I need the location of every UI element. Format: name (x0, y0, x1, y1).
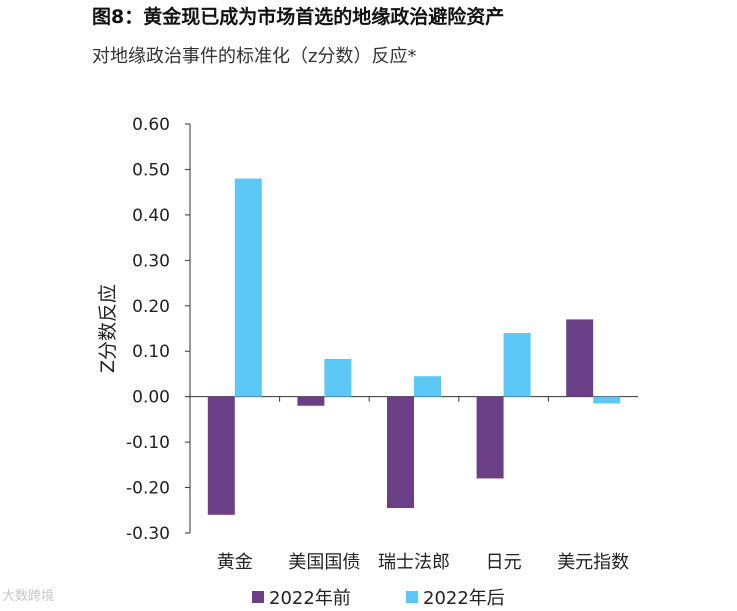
x-tick-label: 黄金 (217, 552, 253, 573)
legend-swatch-0 (252, 591, 264, 603)
y-tick-label: 0.00 (132, 388, 170, 408)
bars (207, 178, 621, 515)
y-tick-label: -0.30 (126, 524, 170, 544)
x-tick-label: 美元指数 (557, 552, 629, 573)
y-tick-label: 0.10 (132, 342, 170, 362)
bar-post-2022-1 (324, 358, 352, 397)
y-tick-label: 0.60 (132, 115, 170, 135)
legend-label-1: 2022年后 (423, 588, 505, 609)
chart-title: 图8：黄金现已成为市场首选的地缘政治避险资产 (92, 6, 505, 28)
legend-label-0: 2022年前 (269, 588, 351, 609)
bar-pre-2022-1 (297, 396, 325, 406)
bar-pre-2022-2 (387, 396, 414, 509)
chart-subtitle: 对地缘政治事件的标准化（z分数）反应* (92, 46, 417, 67)
x-axis-labels: 黄金 美国国债 瑞士法郎 日元 美元指数 (217, 396, 629, 573)
y-tick-label: -0.20 (126, 479, 170, 499)
y-tick-label: 0.50 (132, 160, 170, 180)
bar-post-2022-2 (414, 376, 441, 397)
x-tick-label: 瑞士法郎 (378, 552, 450, 573)
bar-post-2022-3 (503, 333, 531, 397)
watermark-text: 大数跨境 (2, 589, 55, 604)
x-tick-label: 美国国债 (288, 552, 360, 573)
bar-post-2022-4 (593, 396, 621, 404)
y-tick-label: 0.20 (132, 297, 170, 317)
y-axis-ticks: 0.60 0.50 0.40 0.30 0.20 0.10 0.00 -0.10 -0.20 -0… (126, 115, 190, 544)
bar-pre-2022-4 (566, 319, 594, 397)
bar-pre-2022-0 (207, 396, 235, 515)
x-tick-label: 日元 (486, 552, 522, 573)
bar-pre-2022-3 (476, 396, 504, 479)
y-tick-label: 0.30 (132, 251, 170, 271)
y-tick-label: -0.10 (126, 433, 170, 453)
legend: 2022年前 2022年后 (252, 588, 505, 609)
bar-post-2022-0 (234, 178, 262, 397)
legend-swatch-1 (406, 591, 418, 603)
y-tick-label: 0.40 (132, 206, 170, 226)
y-axis-label: Z分数反应 (97, 284, 119, 373)
